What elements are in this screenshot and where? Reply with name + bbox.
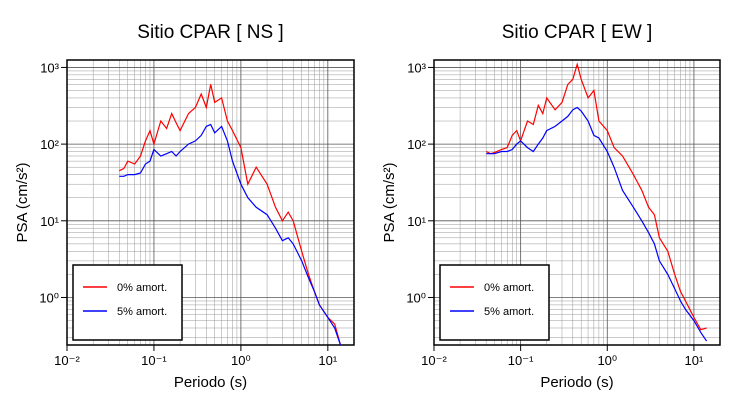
chart-title: Sitio CPAR [ EW ] xyxy=(502,22,653,43)
y-axis-label: PSA (cm/s²) xyxy=(381,162,398,242)
chart-title: Sitio CPAR [ NS ] xyxy=(137,22,283,43)
legend-box xyxy=(439,264,550,341)
y-tick-label: 10³ xyxy=(407,60,426,75)
x-axis-label: Periodo (s) xyxy=(540,374,613,391)
legend-label: 5% amort. xyxy=(484,306,534,318)
legend: 0% amort. 5% amort. xyxy=(72,264,183,341)
data-line xyxy=(485,62,707,331)
legend-label: 0% amort. xyxy=(117,282,167,294)
data-line xyxy=(119,123,342,346)
data-line xyxy=(486,106,708,342)
x-axis-label: Periodo (s) xyxy=(174,374,247,391)
y-tick-label: 10¹ xyxy=(407,214,426,229)
legend-label: 0% amort. xyxy=(484,282,534,294)
legend-box xyxy=(72,264,183,341)
legend: 0% amort. 5% amort. xyxy=(439,264,550,341)
x-tick-label: 10⁰ xyxy=(231,353,251,368)
legend-label: 5% amort. xyxy=(117,306,167,318)
x-tick-label: 10⁰ xyxy=(597,353,617,368)
y-axis-label: PSA (cm/s²) xyxy=(14,162,31,242)
plot-frame xyxy=(433,59,721,346)
y-tick-label: 10² xyxy=(407,137,426,152)
plot-frame xyxy=(66,59,355,346)
x-tick-label: 10¹ xyxy=(685,353,704,368)
chart-panel: 10⁻² 10⁻¹ 10⁰ 10¹ 10⁰ 10¹ 10² 10³ Sitio CPAR [ N… xyxy=(14,22,355,391)
x-tick-label: 10⁻¹ xyxy=(141,353,167,368)
chart-panel: 10⁻² 10⁻¹ 10⁰ 10¹ 10⁰ 10¹ 10² 10³ Sitio CPAR [ E… xyxy=(381,22,721,391)
y-tick-label: 10⁰ xyxy=(406,290,426,305)
x-tick-label: 10⁻¹ xyxy=(508,353,534,368)
y-tick-label: 10⁰ xyxy=(39,290,59,305)
y-tick-label: 10² xyxy=(40,137,59,152)
x-tick-label: 10⁻² xyxy=(54,353,80,368)
data-line xyxy=(119,84,342,346)
y-tick-label: 10¹ xyxy=(40,214,59,229)
x-tick-label: 10¹ xyxy=(318,353,337,368)
x-tick-label: 10⁻² xyxy=(421,353,447,368)
y-tick-label: 10³ xyxy=(40,60,59,75)
